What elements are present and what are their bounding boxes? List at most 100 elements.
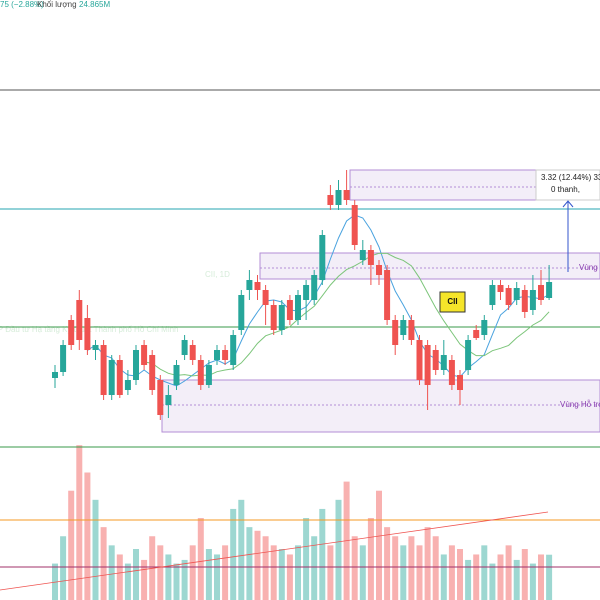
candle-body [424, 345, 431, 385]
volume-bar [278, 549, 285, 600]
volume-bar [84, 472, 91, 600]
candle-body [108, 360, 115, 395]
volume-bar [92, 499, 99, 600]
volume-bar [238, 499, 245, 600]
volume-bar [457, 549, 463, 600]
volume-bar [230, 508, 237, 600]
volume-bar [513, 559, 520, 600]
candle-body [489, 285, 496, 305]
volume-bar [529, 563, 536, 600]
candle-body [68, 320, 75, 345]
header-change: 75 (−2.88%) [0, 0, 44, 9]
candle-body [335, 190, 342, 205]
candle-body [367, 250, 374, 265]
volume-bar [497, 554, 504, 600]
measure-box [535, 169, 600, 201]
candle-body [84, 318, 91, 350]
symbol-tag [439, 291, 466, 313]
candle-body [497, 285, 504, 292]
candle-body [311, 275, 318, 300]
volume-bar [505, 545, 512, 600]
candle-body [327, 195, 334, 205]
measure-arrow-head [562, 200, 574, 208]
candle-body [521, 290, 528, 312]
candle-body [222, 350, 229, 360]
volume-bar [489, 563, 496, 600]
volume-bar [254, 530, 261, 600]
volume-bar [165, 554, 172, 600]
candle-body [254, 282, 261, 290]
candle-body [116, 360, 123, 395]
volume-bar [270, 545, 277, 600]
volume-bar [465, 559, 472, 600]
candle-body [92, 345, 99, 350]
volume-bar [367, 518, 374, 600]
candle-body [173, 365, 180, 385]
candle-body [416, 340, 423, 380]
volume-bar [214, 554, 220, 600]
candle-body [465, 340, 472, 370]
candle-body [473, 330, 480, 338]
candle-body [60, 345, 67, 372]
volume-bar [133, 549, 139, 600]
candle-body [351, 205, 358, 245]
volume-bar [521, 549, 528, 600]
volume-bar [68, 490, 75, 600]
candle-body [384, 270, 391, 320]
volume-bar [359, 545, 366, 600]
volume-bar [173, 563, 180, 600]
volume-bar [189, 545, 196, 600]
candle-body [181, 340, 188, 355]
candle-body [278, 305, 285, 330]
candle-body [319, 235, 326, 280]
candle-body [440, 355, 447, 370]
volume-bar [181, 559, 188, 600]
volume-bar [400, 545, 407, 600]
candle-body [141, 345, 148, 365]
candle-body [133, 350, 139, 380]
volume-bar [222, 545, 229, 600]
volume-bar [384, 527, 391, 600]
candle-body [262, 290, 269, 305]
volume-bar [335, 499, 342, 600]
volume-bar [286, 554, 293, 600]
zone-label: Vùng [579, 263, 598, 272]
volume-bar [197, 518, 204, 600]
candle-body [392, 320, 399, 345]
volume-bar [157, 545, 164, 600]
volume-bar [408, 536, 415, 600]
volume-bar [432, 536, 439, 600]
candle-body [513, 288, 520, 300]
volume-bar [538, 554, 544, 600]
candle-body [205, 365, 212, 385]
candle-body [230, 335, 237, 365]
candle-body [165, 395, 172, 405]
trend-line [0, 511, 549, 591]
header-volume-value: 24.865M [79, 0, 110, 9]
candle-body [246, 280, 253, 290]
volume-bar [76, 445, 83, 600]
volume-bar [295, 545, 301, 600]
moving-average [87, 214, 550, 387]
watermark-symbol: CII, 1D [205, 270, 230, 279]
volume-bar [262, 536, 269, 600]
volume-bar [100, 527, 107, 600]
volume-bar [116, 554, 123, 600]
candle-body [546, 282, 553, 298]
volume-bar [60, 536, 67, 600]
volume-bar [124, 563, 131, 600]
candle-body [124, 380, 131, 390]
candle-body [408, 320, 415, 340]
candle-body [529, 290, 536, 310]
candle-body [481, 320, 488, 335]
candle-body [197, 360, 204, 385]
candle-body [52, 372, 58, 378]
volume-bar [311, 536, 318, 600]
measure-text: 0 thanh, [551, 185, 580, 194]
zone [259, 252, 600, 280]
header-volume-label: Khối lượng [37, 0, 77, 9]
candle-body [149, 355, 156, 390]
volume-bar [546, 554, 553, 600]
candle-body [303, 285, 310, 300]
